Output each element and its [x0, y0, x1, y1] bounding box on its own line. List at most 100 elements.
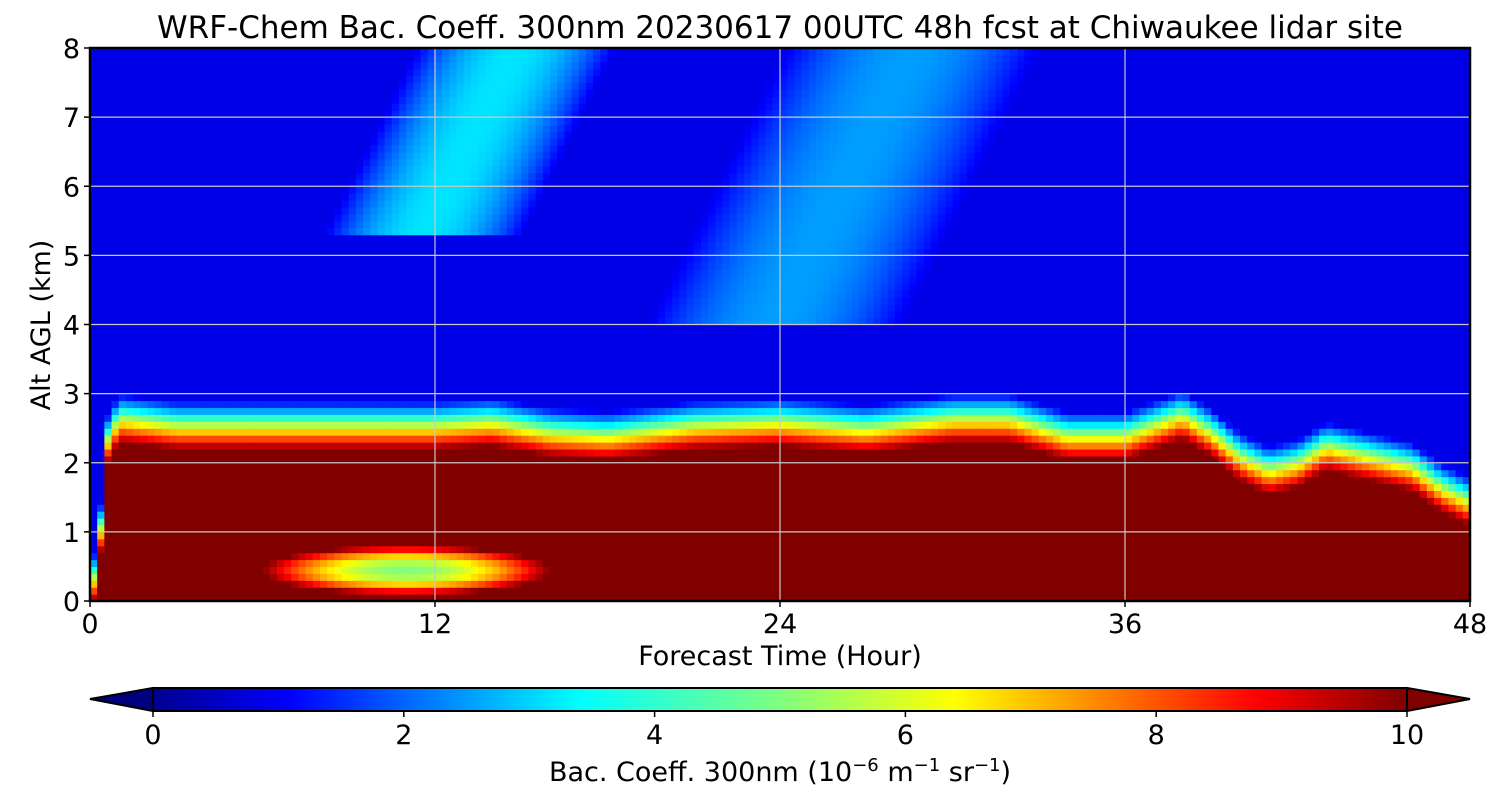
heatmap-cell	[176, 48, 185, 56]
heatmap-cell	[470, 469, 479, 478]
heatmap-cell	[248, 186, 256, 194]
heatmap-cell	[406, 455, 415, 464]
heatmap-cell	[133, 186, 141, 194]
heatmap-cell	[226, 227, 235, 236]
heatmap-cell	[528, 193, 537, 201]
heatmap-cell	[248, 462, 256, 471]
heatmap-cell	[370, 324, 379, 333]
heatmap-cell	[384, 338, 393, 346]
heatmap-cell	[485, 248, 494, 256]
heatmap-cell	[334, 497, 343, 505]
heatmap-cell	[248, 538, 256, 547]
heatmap-cell	[111, 386, 120, 395]
heatmap-cell	[90, 455, 98, 464]
heatmap-cell	[90, 151, 98, 160]
heatmap-cell	[118, 331, 127, 339]
heatmap-cell	[514, 262, 522, 270]
heatmap-cell	[276, 296, 285, 305]
heatmap-cell	[226, 75, 235, 84]
heatmap-cell	[334, 103, 343, 111]
heatmap-cell	[111, 400, 120, 409]
heatmap-cell	[427, 61, 436, 70]
heatmap-cell	[154, 345, 163, 353]
heatmap-cell	[305, 407, 314, 415]
heatmap-cell	[133, 89, 141, 97]
heatmap-cell	[435, 580, 443, 588]
heatmap-cell	[341, 283, 350, 291]
heatmap-cell	[298, 372, 307, 381]
heatmap-cell	[255, 331, 264, 339]
heatmap-cell	[427, 206, 436, 215]
heatmap-cell	[111, 442, 120, 450]
heatmap-cell	[118, 317, 127, 326]
heatmap-cell	[140, 255, 149, 263]
heatmap-cell	[111, 89, 120, 97]
heatmap-cell	[226, 573, 235, 581]
heatmap-cell	[176, 96, 185, 104]
heatmap-cell	[348, 462, 357, 471]
heatmap-cell	[233, 124, 242, 132]
heatmap-cell	[140, 200, 149, 208]
heatmap-cell	[320, 345, 328, 353]
heatmap-cell	[276, 538, 285, 547]
heatmap-cell	[104, 310, 113, 319]
heatmap-cell	[377, 511, 386, 519]
heatmap-cell	[97, 255, 105, 263]
heatmap-cell	[183, 179, 192, 187]
heatmap-cell	[420, 490, 429, 498]
heatmap-cell	[104, 352, 113, 360]
heatmap-cell	[240, 372, 249, 381]
heatmap-cell	[363, 386, 371, 395]
heatmap-cell	[427, 531, 436, 540]
heatmap-cell	[147, 428, 156, 436]
heatmap-cell	[176, 317, 185, 326]
heatmap-cell	[341, 372, 350, 381]
heatmap-cell	[463, 483, 472, 491]
heatmap-cell	[478, 137, 486, 146]
heatmap-cell	[442, 455, 450, 464]
heatmap-cell	[320, 262, 328, 270]
heatmap-cell	[104, 117, 113, 125]
heatmap-cell	[154, 130, 163, 139]
heatmap-cell	[255, 352, 264, 360]
heatmap-cell	[176, 289, 185, 298]
heatmap-cell	[118, 200, 127, 208]
heatmap-cell	[492, 524, 501, 533]
heatmap-cell	[190, 428, 199, 436]
heatmap-cell	[442, 448, 450, 457]
heatmap-cell	[442, 68, 450, 77]
heatmap-cell	[499, 538, 508, 547]
heatmap-cell	[125, 89, 134, 97]
heatmap-cell	[478, 296, 486, 305]
heatmap-cell	[312, 220, 321, 229]
heatmap-cell	[456, 372, 465, 381]
heatmap-cell	[499, 504, 508, 512]
heatmap-cell	[312, 455, 321, 464]
heatmap-cell	[384, 545, 393, 554]
heatmap-cell	[363, 262, 371, 270]
heatmap-cell	[413, 483, 422, 491]
heatmap-cell	[499, 48, 508, 56]
heatmap-cell	[305, 372, 314, 381]
heatmap-cell	[176, 435, 185, 443]
heatmap-cell	[169, 220, 177, 229]
heatmap-cell	[478, 317, 486, 326]
heatmap-cell	[233, 103, 242, 111]
heatmap-cell	[499, 490, 508, 498]
heatmap-cell	[514, 538, 522, 547]
heatmap-cell	[348, 269, 357, 277]
heatmap-cell	[133, 580, 141, 588]
heatmap-cell	[456, 193, 465, 201]
heatmap-cell	[147, 559, 156, 568]
heatmap-cell	[305, 103, 314, 111]
heatmap-cell	[104, 186, 113, 194]
heatmap-cell	[348, 117, 357, 125]
heatmap-cell	[197, 310, 206, 319]
heatmap-cell	[190, 490, 199, 498]
heatmap-cell	[248, 414, 256, 422]
heatmap-cell	[305, 89, 314, 97]
heatmap-cell	[449, 393, 458, 402]
heatmap-cell	[485, 580, 494, 588]
heatmap-cell	[291, 303, 300, 312]
heatmap-cell	[284, 448, 292, 457]
